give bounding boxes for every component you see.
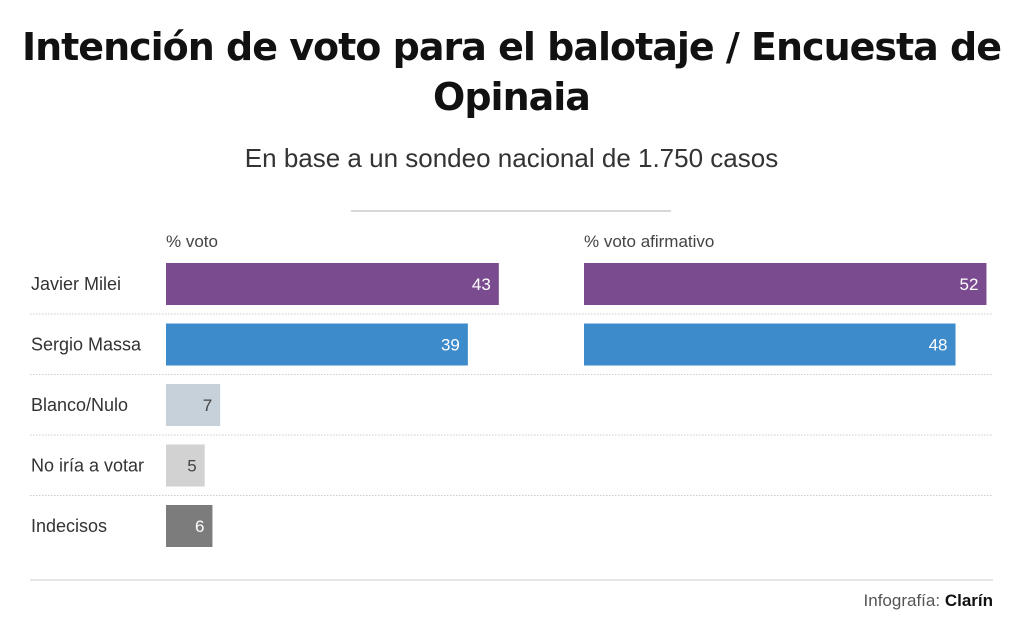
chart-title: Intención de voto para el balotaje / Enc… (21, 25, 1002, 119)
data-label: 7 (203, 396, 212, 415)
bar (166, 505, 213, 547)
bar (166, 323, 468, 366)
category-label: Javier Milei (31, 274, 121, 294)
bar (166, 444, 205, 487)
category-label: Blanco/Nulo (31, 395, 128, 415)
series-header: % voto afirmativo (584, 232, 714, 251)
data-label: 6 (195, 517, 204, 536)
data-label: 39 (441, 336, 460, 355)
bar (584, 323, 956, 366)
bar (166, 384, 221, 426)
data-label: 48 (929, 336, 948, 355)
category-label: No iría a votar (31, 456, 144, 476)
bar (166, 263, 499, 305)
bar (584, 263, 987, 305)
category-label: Indecisos (31, 516, 107, 536)
chart-subtitle: En base a un sondeo nacional de 1.750 ca… (244, 143, 779, 173)
series-header: % voto (166, 232, 218, 251)
data-label: 5 (187, 457, 196, 476)
data-label: 52 (960, 275, 979, 294)
category-label: Sergio Massa (31, 335, 142, 355)
credit-text: Infografía: Clarín (864, 591, 993, 610)
data-label: 43 (472, 275, 491, 294)
